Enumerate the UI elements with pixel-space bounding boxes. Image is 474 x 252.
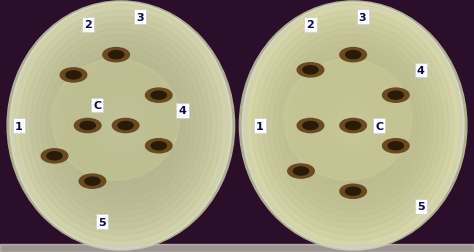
- Circle shape: [388, 92, 403, 100]
- Circle shape: [47, 152, 62, 160]
- Ellipse shape: [110, 114, 131, 138]
- Text: 5: 5: [417, 202, 425, 212]
- Circle shape: [109, 51, 124, 59]
- Circle shape: [103, 48, 129, 62]
- Circle shape: [346, 187, 361, 196]
- Circle shape: [146, 139, 172, 153]
- Circle shape: [288, 164, 314, 178]
- Circle shape: [118, 122, 133, 130]
- Circle shape: [151, 92, 166, 100]
- Circle shape: [303, 122, 318, 130]
- Ellipse shape: [294, 59, 412, 193]
- Ellipse shape: [284, 47, 422, 205]
- Circle shape: [146, 89, 172, 103]
- Circle shape: [66, 72, 81, 80]
- Circle shape: [293, 167, 309, 175]
- Circle shape: [80, 122, 95, 130]
- Ellipse shape: [327, 96, 380, 156]
- Ellipse shape: [100, 102, 142, 150]
- Ellipse shape: [41, 35, 201, 217]
- Ellipse shape: [279, 41, 428, 211]
- Text: C: C: [93, 101, 101, 111]
- Ellipse shape: [83, 84, 158, 168]
- Ellipse shape: [289, 53, 417, 199]
- Ellipse shape: [52, 59, 180, 180]
- Ellipse shape: [62, 59, 180, 193]
- Ellipse shape: [273, 35, 433, 217]
- Circle shape: [383, 139, 409, 153]
- Ellipse shape: [321, 90, 385, 162]
- Ellipse shape: [242, 3, 464, 249]
- Ellipse shape: [342, 114, 364, 138]
- Text: 1: 1: [15, 121, 23, 131]
- Ellipse shape: [67, 66, 174, 186]
- Ellipse shape: [10, 3, 232, 249]
- Circle shape: [85, 177, 100, 185]
- Text: 3: 3: [136, 13, 144, 23]
- Ellipse shape: [348, 120, 358, 132]
- Ellipse shape: [116, 120, 126, 132]
- Text: 5: 5: [98, 217, 106, 227]
- Text: 4: 4: [179, 106, 186, 116]
- Ellipse shape: [268, 29, 438, 223]
- Ellipse shape: [252, 11, 455, 241]
- Text: 1: 1: [256, 121, 264, 131]
- Ellipse shape: [246, 5, 460, 247]
- Text: 4: 4: [417, 66, 425, 76]
- Ellipse shape: [310, 78, 396, 174]
- Ellipse shape: [78, 78, 164, 174]
- Circle shape: [346, 51, 361, 59]
- Ellipse shape: [257, 17, 449, 235]
- Circle shape: [340, 184, 366, 199]
- Circle shape: [340, 48, 366, 62]
- Circle shape: [303, 67, 318, 75]
- Circle shape: [340, 119, 366, 133]
- Ellipse shape: [316, 84, 391, 168]
- Circle shape: [60, 69, 87, 83]
- Bar: [228, 0, 246, 252]
- Ellipse shape: [14, 5, 228, 247]
- Circle shape: [388, 142, 403, 150]
- Ellipse shape: [30, 23, 211, 229]
- Ellipse shape: [25, 17, 217, 235]
- Ellipse shape: [19, 11, 222, 241]
- Circle shape: [79, 174, 106, 188]
- Ellipse shape: [263, 23, 444, 229]
- Circle shape: [112, 119, 139, 133]
- Ellipse shape: [73, 72, 169, 180]
- Ellipse shape: [246, 5, 460, 247]
- Ellipse shape: [46, 41, 195, 211]
- Text: 2: 2: [84, 20, 91, 30]
- Ellipse shape: [7, 2, 235, 250]
- Ellipse shape: [305, 72, 401, 180]
- Ellipse shape: [332, 102, 374, 150]
- Circle shape: [151, 142, 166, 150]
- Bar: [0, 244, 474, 252]
- Circle shape: [346, 122, 361, 130]
- Ellipse shape: [239, 2, 467, 250]
- Text: 3: 3: [359, 13, 366, 23]
- Ellipse shape: [105, 108, 137, 144]
- Ellipse shape: [89, 90, 153, 162]
- Circle shape: [41, 149, 68, 163]
- Circle shape: [297, 64, 324, 78]
- Circle shape: [74, 119, 101, 133]
- Ellipse shape: [52, 47, 190, 205]
- Text: C: C: [375, 121, 383, 131]
- Ellipse shape: [300, 66, 406, 186]
- Ellipse shape: [57, 53, 185, 199]
- Ellipse shape: [94, 96, 147, 156]
- Ellipse shape: [284, 59, 412, 180]
- Ellipse shape: [337, 108, 369, 144]
- Circle shape: [297, 119, 324, 133]
- Ellipse shape: [36, 29, 206, 223]
- Circle shape: [383, 89, 409, 103]
- Text: 2: 2: [307, 20, 314, 30]
- Ellipse shape: [14, 5, 228, 247]
